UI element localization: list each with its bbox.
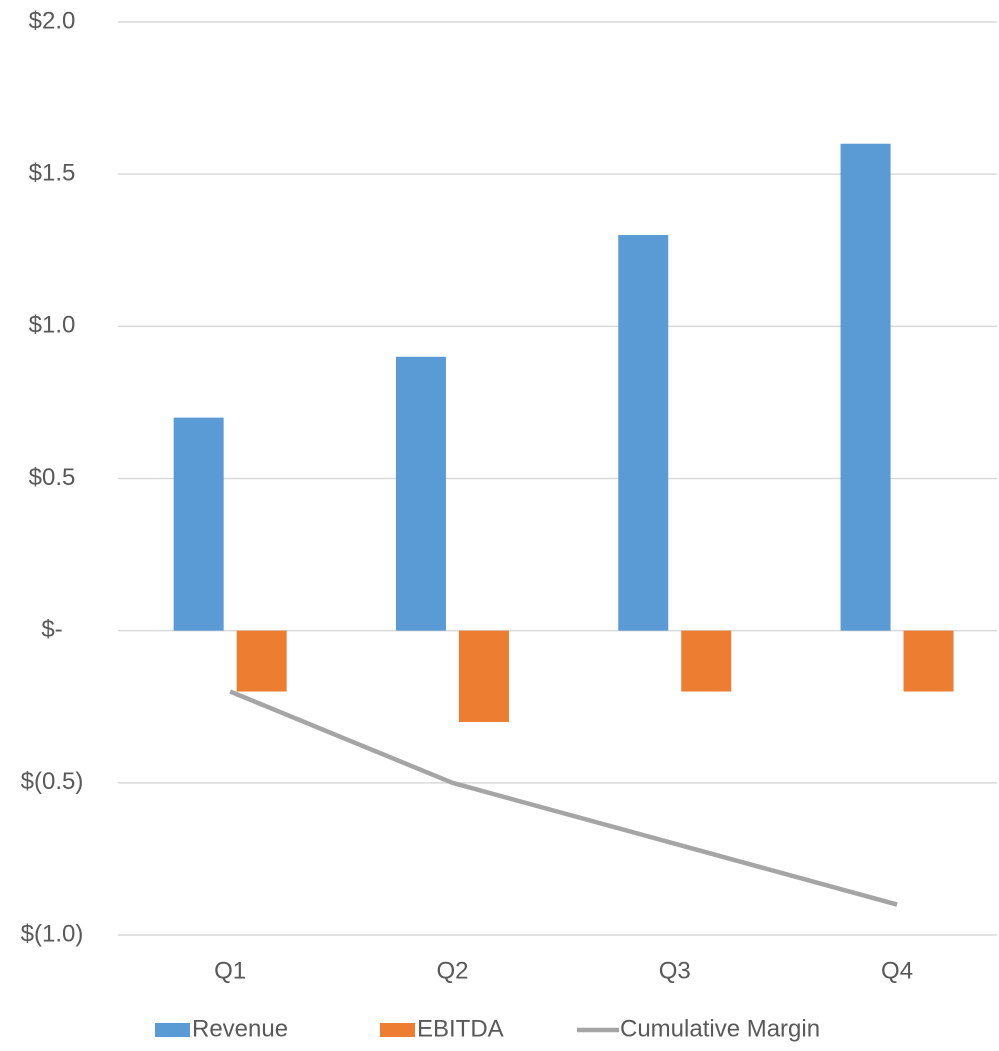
x-tick-label: Q1 [214,957,246,984]
legend-label: EBITDA [417,1015,504,1042]
legend-swatch [155,1023,190,1037]
legend-swatch [380,1023,415,1037]
y-tick-label: $(0.5) [21,768,84,795]
bar [840,143,891,631]
legend-label: Revenue [192,1015,288,1042]
x-tick-label: Q3 [659,957,691,984]
x-tick-label: Q4 [881,957,913,984]
bar [173,417,224,631]
y-tick-label: $0.5 [29,464,76,491]
line [229,689,898,907]
y-tick-label: $(1.0) [21,920,84,947]
bar [681,630,732,692]
y-tick-label: $2.0 [29,7,76,34]
y-tick-label: $1.5 [29,160,76,187]
legend-label: Cumulative Margin [620,1015,820,1042]
y-tick-label: $- [41,616,62,643]
bar [903,630,954,692]
x-tick-label: Q2 [436,957,468,984]
bar [458,630,509,722]
bar [395,356,446,631]
bar [618,235,669,631]
bar [236,630,287,692]
y-tick-label: $1.0 [29,312,76,339]
